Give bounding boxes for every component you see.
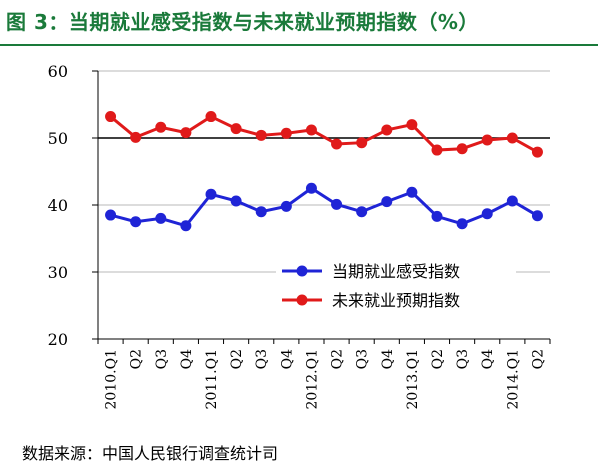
y-tick-label: 40 [48, 196, 68, 215]
series-1-point [456, 218, 468, 230]
series-1-point [481, 208, 493, 220]
grid-lines [98, 70, 550, 273]
x-tick-label: Q3 [254, 349, 270, 369]
series-2-point [180, 127, 192, 139]
x-tick-label: 2012.Q1 [304, 349, 320, 409]
x-tick-label: 2010.Q1 [104, 349, 120, 409]
series-1-point [431, 210, 443, 222]
series-1-point [255, 206, 267, 218]
series-line-1 [110, 186, 539, 228]
legend-label: 当期就业感受指数 [332, 262, 460, 281]
series-2-point [280, 127, 292, 139]
x-tick-label: Q2 [430, 349, 446, 369]
x-tick-label: Q3 [455, 349, 471, 369]
series-1-point [356, 206, 368, 218]
series-2-point [205, 111, 217, 123]
series-1-point [531, 210, 543, 222]
series-2-point [506, 132, 518, 144]
x-tick-label: 2013.Q1 [405, 349, 421, 409]
x-tick-label: Q4 [380, 349, 396, 369]
series-layer [105, 111, 543, 232]
series-2-point [105, 111, 117, 123]
source-note: 数据来源：中国人民银行调查统计司 [22, 444, 279, 463]
title-divider [0, 44, 598, 46]
x-tick-label: 2011.Q1 [204, 349, 220, 409]
series-1-point [105, 209, 117, 221]
x-tick-label: Q4 [179, 349, 195, 369]
series-2-point [456, 143, 468, 155]
series-2-point [481, 134, 493, 146]
series-1-point [381, 196, 393, 208]
series-1-point [406, 186, 418, 198]
legend-swatch-marker [296, 294, 308, 306]
series-2-point [130, 131, 142, 143]
series-2-point [230, 123, 242, 135]
x-tick-label: Q4 [279, 349, 295, 369]
x-tick-label: Q3 [355, 349, 371, 369]
legend-label: 未来就业预期指数 [332, 291, 460, 310]
y-tick-label: 50 [48, 129, 68, 148]
series-2-point [406, 119, 418, 131]
series-1-point [305, 182, 317, 194]
x-tick-label: Q2 [530, 349, 546, 369]
series-1-point [331, 198, 343, 210]
series-1-point [155, 212, 167, 224]
x-tick-label: Q2 [229, 349, 245, 369]
y-tick-label: 60 [48, 62, 68, 81]
x-tick-label: Q3 [154, 349, 170, 369]
x-tick-label: Q4 [480, 349, 496, 369]
chart-title: 图 3：当期就业感受指数与未来就业预期指数（%） [6, 10, 479, 34]
y-axis-ticks: 60 50 40 30 20 [48, 62, 98, 349]
series-1-point [180, 220, 192, 232]
series-2-point [155, 121, 167, 133]
series-1-point [130, 216, 142, 228]
series-2-point [305, 124, 317, 136]
x-tick-label: Q2 [129, 349, 145, 369]
series-2-point [255, 129, 267, 141]
series-1-point [230, 195, 242, 207]
x-axis-ticks: 2010.Q1 Q2 Q3 Q4 2011.Q1 Q2 Q3 Q4 2012.Q1 Q2 Q3 Q4 2… [97, 339, 551, 409]
series-1-point [280, 200, 292, 212]
y-tick-label: 30 [48, 263, 68, 282]
series-line-2 [109, 114, 539, 154]
series-1-point [506, 195, 518, 207]
series-1-point [205, 188, 217, 200]
series-2-point [331, 138, 343, 150]
legend-swatch-marker [296, 265, 308, 277]
x-tick-label: Q2 [330, 349, 346, 369]
series-2-point [381, 124, 393, 136]
series-2-point [431, 144, 443, 156]
series-2-point [531, 146, 543, 158]
series-2-point [356, 137, 368, 149]
y-tick-label: 20 [48, 330, 68, 349]
x-tick-label: 2014.Q1 [505, 349, 521, 409]
